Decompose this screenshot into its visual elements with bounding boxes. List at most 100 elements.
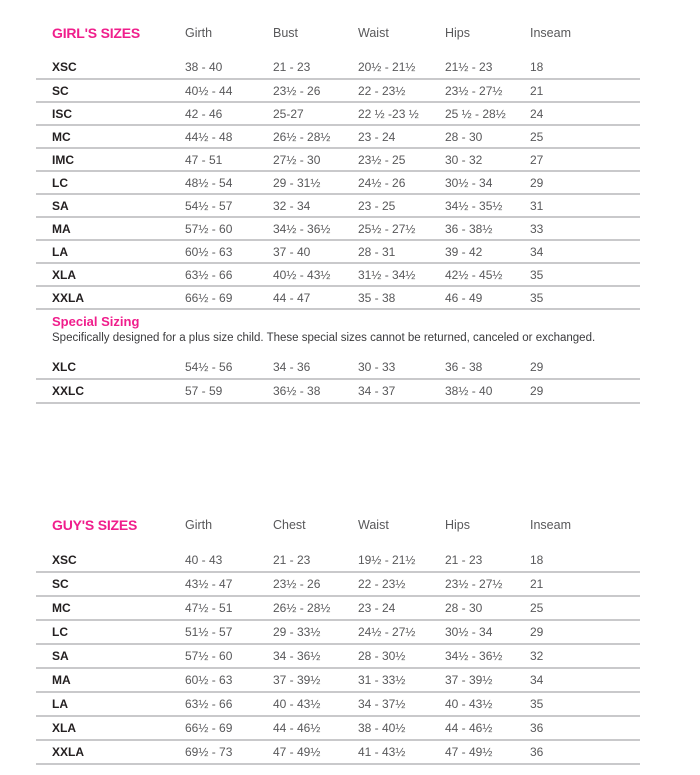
measurement-value: 29 - 33½ (273, 625, 321, 639)
table-row: XSC 40 - 43 21 - 23 19½ - 21½ 21 - 23 18 (36, 548, 640, 572)
table-row: XXLC 57 - 59 36½ - 38 34 - 37 38½ - 40 29 (36, 379, 640, 403)
measurement-value: 19½ - 21½ (358, 552, 416, 567)
table-row: MC 47½ - 51 26½ - 28½ 23 - 24 28 - 30 25 (36, 596, 640, 620)
measurement-value: 35 - 38 (358, 290, 396, 305)
column-header-inseam: Inseam (530, 26, 571, 40)
measurement-value: 51½ - 57 (185, 625, 233, 639)
guys-header-row: GUY'S SIZES Girth Chest Waist Hips Insea… (36, 502, 640, 548)
measurement-value: 54½ - 57 (185, 198, 233, 213)
measurement-value: 20½ - 21½ (358, 60, 416, 74)
measurement-value: 34½ - 36½ (273, 221, 331, 236)
measurement-value: 63½ - 66 (185, 697, 233, 711)
measurement-value: 29 (530, 175, 544, 190)
size-label: SC (52, 83, 69, 98)
measurement-value: 24 (530, 106, 544, 121)
table-row: XLC 54½ - 56 34 - 36 30 - 33 36 - 38 29 (36, 355, 640, 379)
special-sizing-description: Specifically designed for a plus size ch… (52, 332, 596, 344)
table-row: MA 57½ - 60 34½ - 36½ 25½ - 27½ 36 - 38½ 33 (36, 217, 640, 240)
measurement-value: 54½ - 56 (185, 359, 233, 374)
measurement-value: 37 - 40 (273, 244, 311, 259)
table-row: LA 60½ - 63 37 - 40 28 - 31 39 - 42 34 (36, 240, 640, 263)
measurement-value: 41 - 43½ (358, 745, 406, 759)
measurement-value: 25 (530, 601, 544, 615)
measurement-value: 40 - 43 (185, 552, 223, 567)
table-row: SA 54½ - 57 32 - 34 23 - 25 34½ - 35½ 31 (36, 194, 640, 217)
measurement-value: 29 (530, 384, 544, 398)
measurement-value: 25½ - 27½ (358, 221, 416, 236)
measurement-value: 60½ - 63 (185, 673, 233, 687)
measurement-value: 40 - 43½ (445, 697, 493, 711)
measurement-value: 25 (530, 129, 544, 144)
table-row: XSC 38 - 40 21 - 23 20½ - 21½ 21½ - 23 18 (36, 56, 640, 79)
measurement-value: 47 - 49½ (273, 745, 321, 759)
size-label: MA (52, 673, 71, 687)
measurement-value: 36 - 38 (445, 359, 483, 374)
measurement-value: 37 - 39½ (273, 673, 321, 687)
table-row: SC 43½ - 47 23½ - 26 22 - 23½ 23½ - 27½ 21 (36, 572, 640, 596)
measurement-value: 21½ - 23 (445, 60, 493, 74)
measurement-value: 18 (530, 60, 544, 74)
table-row: SA 57½ - 60 34 - 36½ 28 - 30½ 34½ - 36½ 32 (36, 644, 640, 668)
measurement-value: 24½ - 27½ (358, 625, 416, 639)
measurement-value: 23½ - 27½ (445, 577, 503, 591)
size-label: XLA (52, 267, 76, 282)
measurement-value: 40 - 43½ (273, 697, 321, 711)
measurement-value: 29 - 31½ (273, 175, 321, 190)
measurement-value: 34 - 36½ (273, 649, 321, 663)
measurement-value: 29 (530, 359, 544, 374)
measurement-value: 22 - 23½ (358, 83, 406, 98)
measurement-value: 23½ - 26 (273, 83, 321, 98)
special-sizing-table: XLC 54½ - 56 34 - 36 30 - 33 36 - 38 29 XXLC 57… (36, 355, 640, 404)
measurement-value: 30 - 32 (445, 152, 483, 167)
column-header-hips: Hips (445, 26, 471, 40)
size-label: XLA (52, 721, 76, 735)
measurement-value: 30 - 33 (358, 359, 396, 374)
size-label: LC (52, 625, 68, 639)
measurement-value: 25 ½ - 28½ (445, 106, 506, 121)
size-label: LA (52, 244, 68, 259)
measurement-value: 27 (530, 152, 544, 167)
measurement-value: 28 - 30 (445, 601, 483, 615)
size-label: XXLC (52, 384, 85, 398)
measurement-value: 44½ - 48 (185, 129, 233, 144)
measurement-value: 47½ - 51 (185, 601, 233, 615)
table-row: LA 63½ - 66 40 - 43½ 34 - 37½ 40 - 43½ 35 (36, 692, 640, 716)
size-label: IMC (52, 152, 74, 167)
measurement-value: 34 (530, 673, 544, 687)
measurement-value: 21 - 23 (273, 60, 311, 74)
measurement-value: 63½ - 66 (185, 267, 233, 282)
column-header-girth: Girth (185, 518, 213, 532)
guys-sizes-section: GUY'S SIZES Girth Chest Waist Hips Insea… (36, 502, 640, 765)
measurement-value: 42½ - 45½ (445, 267, 503, 282)
girls-sizes-section: GIRL'S SIZES Girth Bust Waist Hips Insea… (36, 10, 640, 310)
table-row: MC 44½ - 48 26½ - 28½ 23 - 24 28 - 30 25 (36, 125, 640, 148)
measurement-value: 25-27 (273, 106, 304, 121)
measurement-value: 39 - 42 (445, 244, 483, 259)
measurement-value: 30½ - 34 (445, 625, 493, 639)
table-row: XXLA 66½ - 69 44 - 47 35 - 38 46 - 49 35 (36, 286, 640, 309)
measurement-value: 23 - 24 (358, 601, 396, 615)
guys-sizes-title: GUY'S SIZES (52, 517, 138, 533)
measurement-value: 23½ - 25 (358, 152, 406, 167)
measurement-value: 47 - 49½ (445, 745, 493, 759)
measurement-value: 21 (530, 83, 544, 98)
special-sizing-title: Special Sizing (52, 314, 140, 329)
measurement-value: 48½ - 54 (185, 175, 233, 190)
size-label: XSC (52, 552, 77, 567)
measurement-value: 30½ - 34 (445, 175, 493, 190)
measurement-value: 57½ - 60 (185, 649, 233, 663)
measurement-value: 34 (530, 244, 544, 259)
measurement-value: 69½ - 73 (185, 745, 233, 759)
measurement-value: 44 - 46½ (273, 721, 321, 735)
size-label: ISC (52, 106, 73, 121)
size-label: MA (52, 221, 71, 236)
measurement-value: 28 - 31 (358, 244, 396, 259)
column-header-bust: Bust (273, 26, 299, 40)
measurement-value: 37 - 39½ (445, 673, 493, 687)
measurement-value: 21 - 23 (273, 552, 311, 567)
measurement-value: 23½ - 27½ (445, 83, 503, 98)
size-label: XXLA (52, 745, 85, 759)
size-label: XXLA (52, 290, 85, 305)
measurement-value: 38 - 40½ (358, 721, 406, 735)
